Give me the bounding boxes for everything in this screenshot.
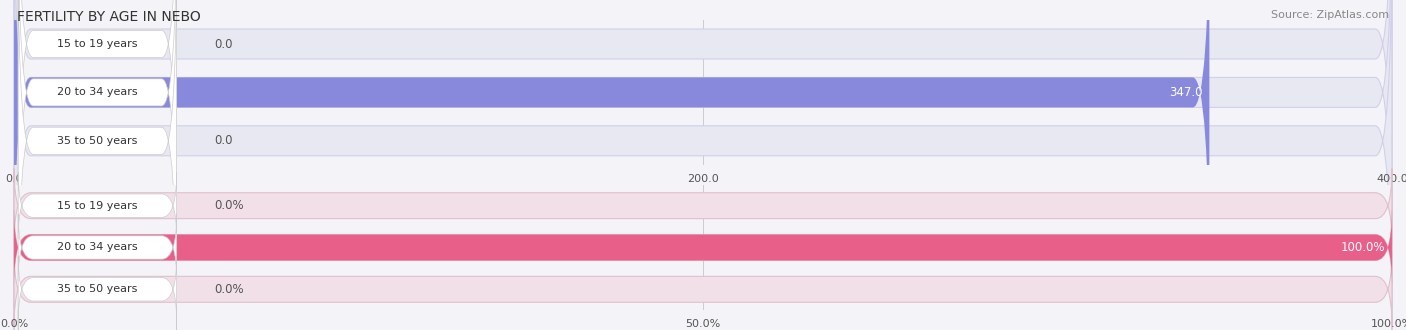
FancyBboxPatch shape	[14, 210, 1392, 285]
Text: FERTILITY BY AGE IN NEBO: FERTILITY BY AGE IN NEBO	[17, 10, 201, 24]
Text: 20 to 34 years: 20 to 34 years	[58, 243, 138, 252]
Text: 15 to 19 years: 15 to 19 years	[58, 39, 138, 49]
Text: 100.0%: 100.0%	[1340, 241, 1385, 254]
Text: Source: ZipAtlas.com: Source: ZipAtlas.com	[1271, 10, 1389, 20]
FancyBboxPatch shape	[18, 256, 177, 323]
Text: 0.0: 0.0	[214, 134, 232, 147]
Text: 35 to 50 years: 35 to 50 years	[58, 136, 138, 146]
Text: 0.0: 0.0	[214, 38, 232, 50]
Text: 35 to 50 years: 35 to 50 years	[58, 284, 138, 294]
Text: 0.0%: 0.0%	[214, 283, 243, 296]
FancyBboxPatch shape	[14, 0, 1392, 310]
FancyBboxPatch shape	[14, 252, 1392, 326]
FancyBboxPatch shape	[14, 210, 1392, 285]
FancyBboxPatch shape	[14, 169, 1392, 243]
FancyBboxPatch shape	[14, 0, 1209, 310]
Text: 347.0: 347.0	[1168, 86, 1202, 99]
FancyBboxPatch shape	[14, 0, 1392, 330]
Text: 0.0%: 0.0%	[214, 199, 243, 212]
FancyBboxPatch shape	[18, 0, 177, 330]
FancyBboxPatch shape	[18, 214, 177, 281]
FancyBboxPatch shape	[18, 0, 177, 240]
Text: 15 to 19 years: 15 to 19 years	[58, 201, 138, 211]
FancyBboxPatch shape	[18, 0, 177, 288]
FancyBboxPatch shape	[18, 172, 177, 239]
Text: 20 to 34 years: 20 to 34 years	[58, 87, 138, 97]
FancyBboxPatch shape	[14, 0, 1392, 261]
